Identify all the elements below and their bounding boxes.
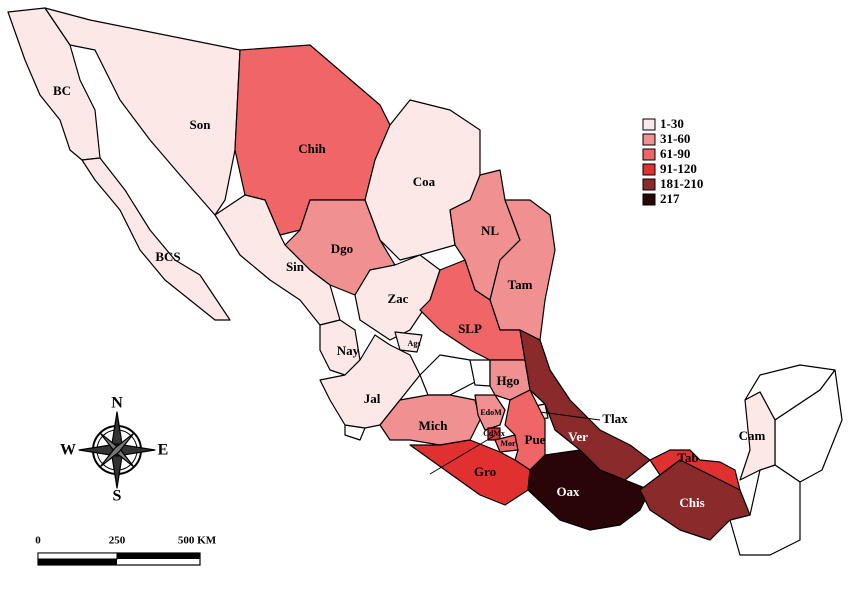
legend-label: 91-120 bbox=[660, 161, 697, 176]
scale-label: 250 bbox=[109, 535, 126, 547]
state-label: Tam bbox=[508, 277, 533, 292]
state-label: Hgo bbox=[496, 373, 519, 388]
compass: N S W E bbox=[60, 395, 168, 505]
state-label: Ver bbox=[568, 429, 588, 444]
legend-swatch bbox=[642, 163, 656, 176]
state-label: Mor bbox=[500, 439, 516, 448]
state-region bbox=[44, 7, 241, 216]
state-label: Son bbox=[190, 117, 212, 132]
state-label: Gro bbox=[474, 464, 496, 479]
legend-label: 1-30 bbox=[660, 116, 684, 131]
compass-label: E bbox=[158, 442, 169, 459]
state-label: Mich bbox=[419, 418, 449, 433]
state-region bbox=[739, 391, 776, 481]
scale-bar-segment bbox=[37, 552, 118, 560]
state-label: Dgo bbox=[331, 241, 353, 256]
state-label: NL bbox=[481, 223, 499, 238]
state-region bbox=[639, 459, 751, 541]
state-label: CdMx bbox=[483, 429, 505, 438]
legend-label: 181-210 bbox=[660, 176, 703, 191]
state-labels: BC BCS Son Chih Coa NL Tam Dgo Sin Zac SLP Nay Ags Ja… bbox=[53, 83, 766, 510]
legend-swatch bbox=[642, 193, 656, 206]
state-region bbox=[394, 331, 423, 353]
state-label: EdoM bbox=[480, 408, 502, 417]
scale-bar-segment bbox=[117, 553, 200, 559]
state-region bbox=[474, 394, 506, 431]
state-label: Tab bbox=[677, 450, 698, 465]
state-label: BC bbox=[53, 83, 71, 98]
scale-label: 500 KM bbox=[178, 535, 217, 547]
state-label: Sin bbox=[286, 259, 305, 274]
legend-label: 31-60 bbox=[660, 131, 690, 146]
state-label: Chih bbox=[298, 141, 326, 156]
state-label: Chis bbox=[679, 495, 704, 510]
state-region bbox=[81, 157, 231, 321]
scale-bar-segment bbox=[38, 559, 117, 565]
state-label: Pue bbox=[525, 432, 546, 447]
leader-line bbox=[539, 411, 601, 421]
states bbox=[7, 7, 776, 541]
legend-swatch bbox=[642, 178, 656, 191]
scale-bar: 0 250 500 KM bbox=[35, 535, 217, 566]
region bbox=[419, 354, 476, 396]
legend-swatch bbox=[642, 148, 656, 161]
state-label: Nay bbox=[337, 343, 360, 358]
state-label: Tlax bbox=[602, 411, 628, 426]
legend-label: 217 bbox=[660, 191, 680, 206]
state-label: Zac bbox=[388, 291, 409, 306]
state-label: BCS bbox=[155, 249, 180, 264]
state-region bbox=[319, 334, 421, 429]
legend-label: 61-90 bbox=[660, 146, 690, 161]
compass-star bbox=[99, 432, 135, 468]
state-label: Jal bbox=[364, 391, 381, 406]
state-label: Cam bbox=[739, 428, 766, 443]
state-region bbox=[214, 194, 341, 326]
state-label: Ags bbox=[408, 339, 421, 348]
compass-label: W bbox=[60, 442, 76, 459]
legend-swatch bbox=[642, 133, 656, 146]
compass-label: N bbox=[111, 395, 123, 412]
legend-swatch bbox=[642, 118, 656, 131]
scale-label: 0 bbox=[35, 535, 41, 547]
leader-line bbox=[429, 435, 495, 475]
state-label: Coa bbox=[413, 174, 436, 189]
compass-label: S bbox=[113, 488, 122, 505]
state-label: Oax bbox=[556, 484, 580, 499]
state-label: SLP bbox=[458, 321, 482, 336]
